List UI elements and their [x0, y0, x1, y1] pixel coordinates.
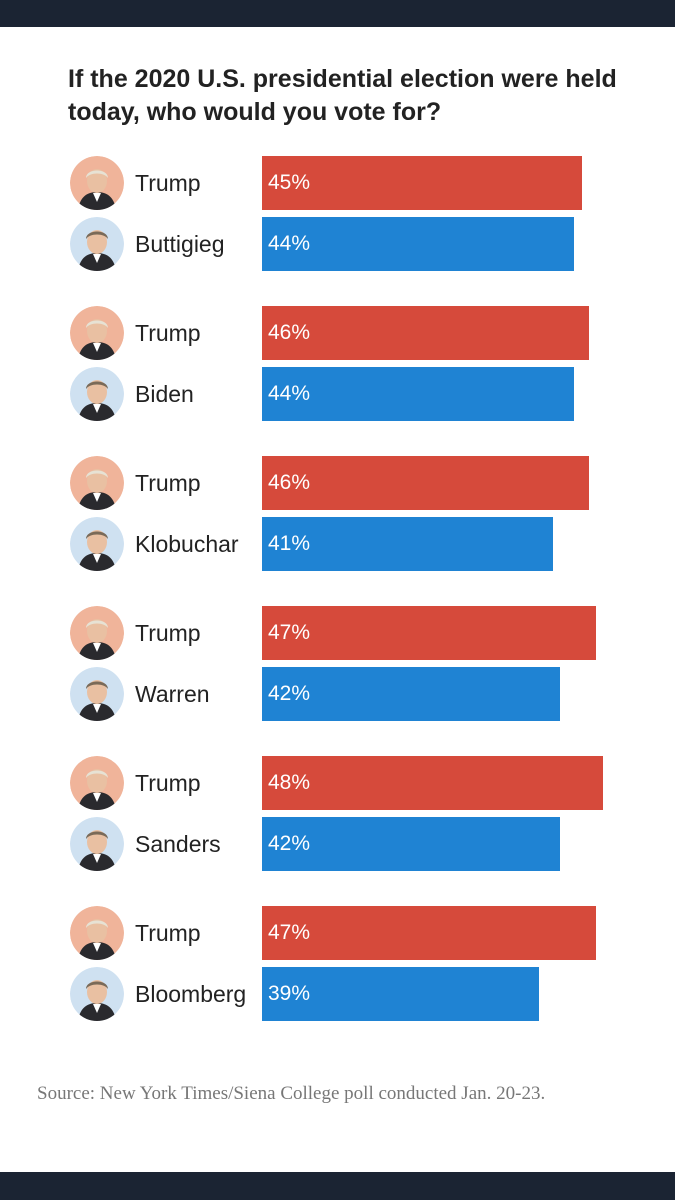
source-note: Source: New York Times/Siena College pol…: [37, 1083, 546, 1104]
candidate-portrait-icon: [70, 217, 124, 271]
candidate-portrait-icon: [70, 906, 124, 960]
candidate-portrait-icon: [70, 306, 124, 360]
candidate-portrait-icon: [70, 367, 124, 421]
matchup-row: Trump 45%: [0, 155, 675, 211]
bar: [262, 156, 582, 210]
chart-title: If the 2020 U.S. presidential election w…: [68, 65, 617, 126]
bar: [262, 817, 560, 871]
matchup-row: Buttigieg 44%: [0, 216, 675, 272]
candidate-name: Biden: [135, 381, 194, 407]
matchup-row: Sanders 42%: [0, 816, 675, 872]
candidate-portrait-icon: [70, 967, 124, 1021]
matchup-row: Biden 44%: [0, 366, 675, 422]
top-band: [0, 0, 675, 27]
bar: [262, 217, 574, 271]
bar: [262, 756, 603, 810]
bar: [262, 517, 553, 571]
candidate-portrait-icon: [70, 517, 124, 571]
bar-value-label: 42%: [268, 682, 311, 705]
candidate-name: Trump: [135, 320, 201, 346]
candidate-name: Bloomberg: [135, 981, 247, 1007]
matchup-row: Trump 46%: [0, 455, 675, 511]
matchup-row: Trump 47%: [0, 605, 675, 661]
matchup-row: Warren 42%: [0, 666, 675, 722]
candidate-name: Trump: [135, 620, 201, 646]
bottom-band: [0, 1172, 675, 1200]
candidate-portrait-icon: [70, 606, 124, 660]
bar-value-label: 47%: [268, 921, 311, 944]
candidate-portrait-icon: [70, 756, 124, 810]
bar: [262, 667, 560, 721]
bar: [262, 367, 574, 421]
candidate-portrait-icon: [70, 667, 124, 721]
bar: [262, 606, 596, 660]
bar-value-label: 47%: [268, 621, 311, 644]
bar-value-label: 46%: [268, 471, 311, 494]
matchup-row: Bloomberg 39%: [0, 966, 675, 1022]
chart-area: Trump 45% Buttigieg 44% Trump 46% Biden 44% Trum…: [0, 155, 675, 1035]
bar: [262, 306, 589, 360]
candidate-name: Trump: [135, 920, 201, 946]
bar: [262, 906, 596, 960]
bar-value-label: 46%: [268, 321, 311, 344]
bar-value-label: 44%: [268, 382, 311, 405]
bar: [262, 456, 589, 510]
candidate-name: Klobuchar: [135, 531, 239, 557]
matchup-row: Klobuchar 41%: [0, 516, 675, 572]
candidate-name: Buttigieg: [135, 231, 225, 257]
candidate-name: Trump: [135, 770, 201, 796]
candidate-name: Warren: [135, 681, 210, 707]
bar-value-label: 48%: [268, 771, 311, 794]
candidate-portrait-icon: [70, 817, 124, 871]
bar-value-label: 39%: [268, 982, 311, 1005]
candidate-name: Trump: [135, 470, 201, 496]
candidate-name: Trump: [135, 170, 201, 196]
bar-value-label: 45%: [268, 171, 311, 194]
bar: [262, 967, 539, 1021]
bar-value-label: 44%: [268, 232, 311, 255]
candidate-portrait-icon: [70, 156, 124, 210]
bar-value-label: 41%: [268, 532, 311, 555]
bar-value-label: 42%: [268, 832, 311, 855]
candidate-portrait-icon: [70, 456, 124, 510]
matchup-row: Trump 47%: [0, 905, 675, 961]
matchup-row: Trump 48%: [0, 755, 675, 811]
matchup-row: Trump 46%: [0, 305, 675, 361]
candidate-name: Sanders: [135, 831, 221, 857]
